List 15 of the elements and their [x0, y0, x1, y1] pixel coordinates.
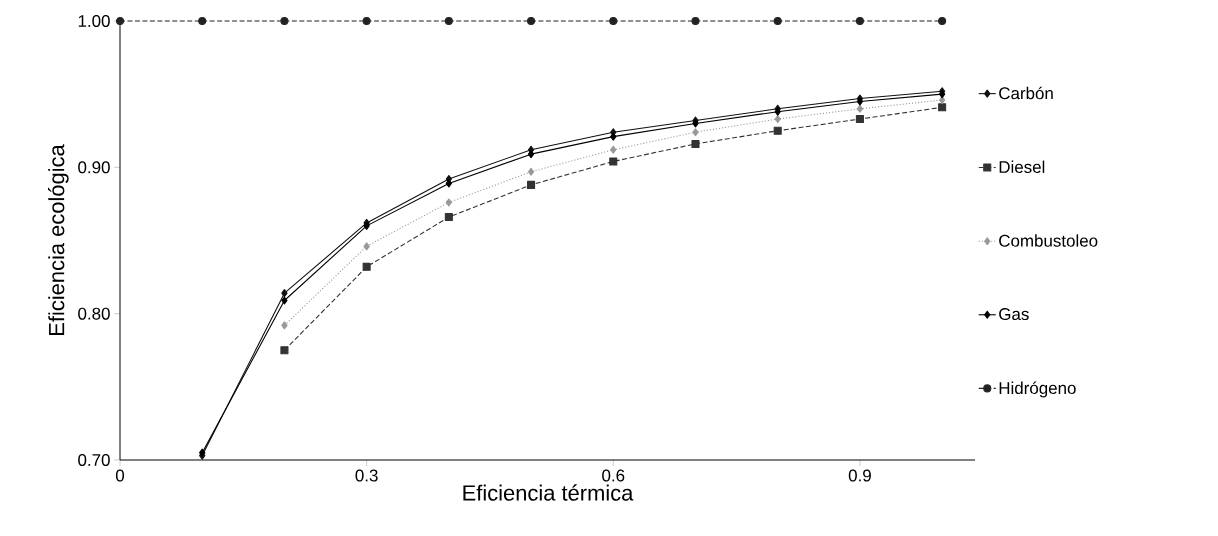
y-tick-label: 1.00	[78, 15, 110, 27]
x-axis-title: Eficiencia térmica	[463, 484, 634, 501]
x-tick-label: 0.9	[848, 469, 871, 482]
x-tick-label: 0	[115, 469, 125, 482]
legend-label: Hidrógeno	[999, 381, 1076, 398]
y-tick-label: 0.70	[78, 454, 110, 466]
y-axis-title: Eficiencia ecológica	[47, 144, 69, 335]
y-tick-label: 0.80	[78, 307, 110, 320]
y-tick-label: 0.90	[78, 161, 110, 174]
legend-label: Gas	[999, 308, 1029, 321]
legend-label: Combustoleo	[999, 234, 1098, 247]
x-tick-label: 0.6	[602, 469, 625, 482]
legend-label: Carbón	[999, 86, 1053, 100]
x-tick-label: 0.3	[355, 469, 378, 482]
legend-label: Diesel	[999, 160, 1045, 174]
